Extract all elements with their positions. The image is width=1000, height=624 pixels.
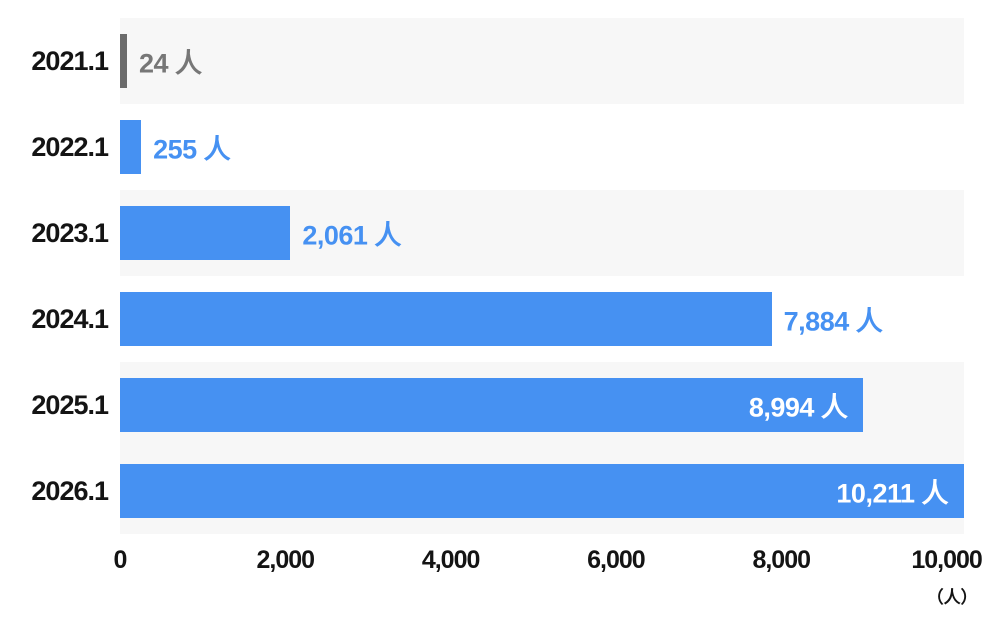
x-tick-label: 2,000 bbox=[256, 546, 316, 574]
value-label: 10,211 人 bbox=[836, 478, 948, 509]
category-label: 2026.1 bbox=[31, 475, 109, 506]
bar-2024: 7,884 人 bbox=[120, 292, 883, 346]
category-label: 2022.1 bbox=[31, 131, 109, 162]
chart-row-2024: 2024.1 7,884 人 bbox=[0, 276, 1000, 362]
value-label: 24 人 bbox=[139, 48, 202, 79]
chart-row-2023: 2023.1 2,061 人 bbox=[0, 190, 1000, 276]
bar-2025: 8,994 人 bbox=[120, 378, 864, 432]
chart-row-2025: 2025.1 8,994 人 bbox=[0, 362, 1000, 448]
bar-2021: 24 人 bbox=[120, 34, 202, 88]
x-tick-label: 6,000 bbox=[587, 546, 646, 574]
value-label: 255 人 bbox=[153, 134, 231, 165]
bar-2026: 10,211 人 bbox=[120, 464, 964, 518]
row-band: 255 人 bbox=[120, 104, 964, 190]
x-tick-label: 8,000 bbox=[752, 546, 811, 574]
row-band: 10,211 人 bbox=[120, 448, 964, 534]
x-axis: 0 2,000 4,000 6,000 8,000 10,000 （人） bbox=[114, 546, 983, 616]
value-label: 8,994 人 bbox=[748, 392, 848, 423]
row-band: 2,061 人 bbox=[120, 190, 964, 276]
category-label: 2021.1 bbox=[31, 45, 109, 76]
row-band: 7,884 人 bbox=[120, 276, 964, 362]
chart-row-2026: 2026.1 10,211 人 bbox=[0, 448, 1000, 534]
value-label: 7,884 人 bbox=[783, 306, 883, 337]
row-band: 8,994 人 bbox=[120, 362, 964, 448]
bar-2023: 2,061 人 bbox=[120, 206, 401, 260]
category-label: 2024.1 bbox=[31, 303, 109, 334]
chart-row-2022: 2022.1 255 人 bbox=[0, 104, 1000, 190]
x-tick-label: 10,000 bbox=[911, 546, 982, 574]
x-tick-label: 4,000 bbox=[421, 546, 481, 574]
category-label: 2025.1 bbox=[31, 389, 109, 420]
bar-2022: 255 人 bbox=[120, 120, 231, 174]
category-label: 2023.1 bbox=[31, 217, 109, 248]
value-label: 2,061 人 bbox=[302, 220, 401, 251]
chart-row-2021: 2021.1 24 人 bbox=[0, 18, 1000, 104]
x-tick-label: 0 bbox=[113, 546, 128, 574]
row-band: 24 人 bbox=[120, 18, 964, 104]
axis-unit-label: （人） bbox=[926, 588, 978, 607]
